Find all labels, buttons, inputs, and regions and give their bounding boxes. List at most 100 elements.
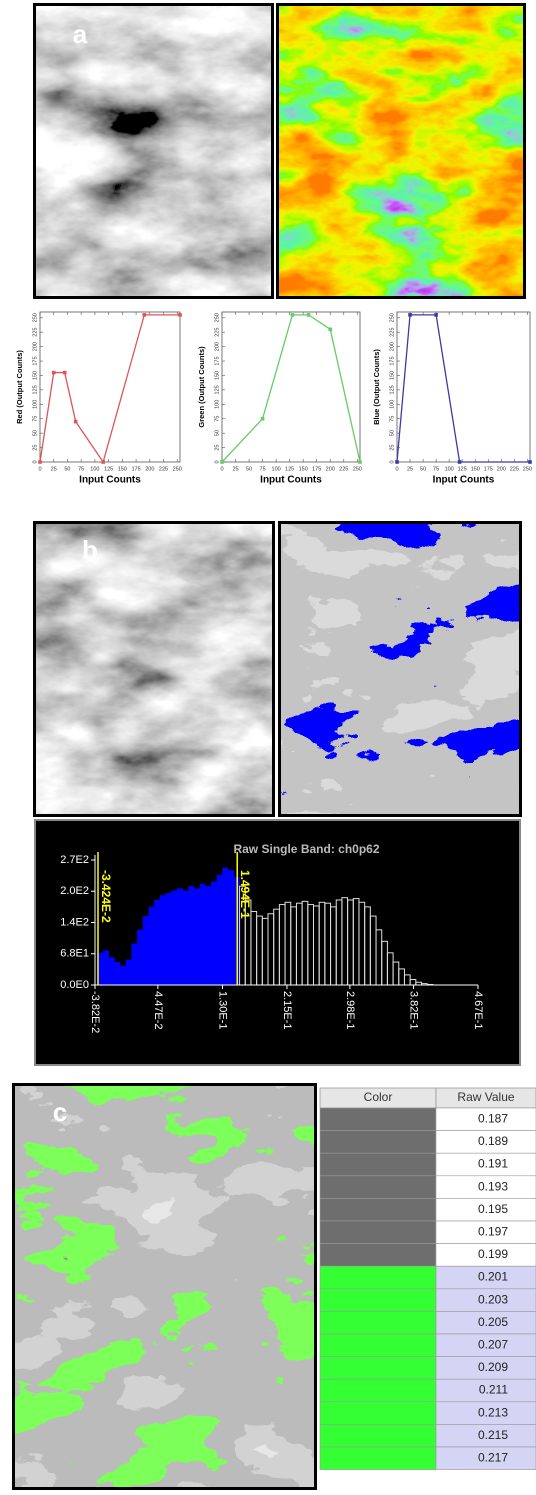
- x-tick-label: 25: [232, 466, 238, 472]
- y-tick-label: 175: [32, 356, 38, 365]
- y-tick-label: 250: [389, 313, 395, 322]
- histogram-bar: [149, 907, 155, 985]
- y-tick-label: 225: [389, 328, 395, 337]
- raw-value: 0.207: [478, 1337, 508, 1351]
- y-tick-label: 125: [32, 385, 38, 394]
- raw-value: 0.205: [478, 1315, 508, 1329]
- point: [101, 460, 105, 464]
- color-swatch: [320, 1176, 436, 1199]
- x-tick-label: 2.98E-1: [344, 991, 356, 1030]
- y-tick-label: 150: [214, 371, 220, 380]
- point: [261, 417, 265, 421]
- point: [74, 420, 78, 424]
- histogram-bar: [166, 893, 172, 985]
- y-tick-label: 150: [32, 371, 38, 380]
- x-tick-label: 150: [299, 466, 308, 472]
- y-tick-label: 50: [214, 430, 220, 436]
- point: [328, 328, 332, 332]
- histogram-bar: [223, 868, 229, 985]
- histogram-bar: [205, 886, 211, 985]
- histogram-bar: [217, 875, 223, 985]
- x-tick-label: 150: [471, 466, 480, 472]
- y-tick-label: 0: [389, 460, 395, 463]
- table-header: Raw Value: [457, 1090, 514, 1104]
- x-axis-label: Input Counts: [433, 475, 495, 486]
- x-tick-label: 50: [420, 466, 426, 472]
- y-tick-label: 250: [32, 313, 38, 322]
- color-swatch: [320, 1334, 436, 1357]
- y-tick-label: 225: [214, 328, 220, 337]
- x-tick-label: 225: [159, 466, 168, 472]
- x-tick-label: 250: [353, 466, 362, 472]
- figure: a b c 0255075100125150175200225250025507…: [0, 0, 536, 1495]
- point: [220, 460, 224, 464]
- y-tick-label: 100: [214, 400, 220, 409]
- threshold-label: 1.494E-1: [238, 870, 252, 919]
- histogram-bar: [143, 916, 149, 985]
- y-tick-label: 75: [389, 416, 395, 422]
- raw-value: 0.213: [478, 1405, 508, 1419]
- histogram-bar: [177, 888, 183, 985]
- x-tick-label: 125: [104, 466, 113, 472]
- y-tick-label: 200: [32, 342, 38, 351]
- raw-value: 0.201: [478, 1270, 508, 1284]
- x-tick-label: 175: [312, 466, 321, 472]
- point: [307, 313, 311, 317]
- masked-image: [281, 524, 519, 814]
- x-tick-label: 75: [78, 466, 84, 472]
- plot-frame: [397, 312, 530, 462]
- x-tick-label: 25: [51, 466, 57, 472]
- y-tick-label: 125: [214, 385, 220, 394]
- point: [408, 313, 412, 317]
- y-tick-label: 2.0E2: [60, 885, 89, 897]
- y-tick-label: 0.0E0: [60, 979, 89, 991]
- y-tick-label: 25: [32, 445, 38, 451]
- raw-value: 0.215: [478, 1428, 508, 1442]
- point: [395, 460, 399, 464]
- color-swatch: [320, 1311, 436, 1334]
- page: {"panel_labels": ["a", "b", "c"], "chart…: [0, 0, 536, 1495]
- y-tick-label: 200: [214, 342, 220, 351]
- point: [291, 313, 295, 317]
- point: [38, 460, 42, 464]
- histogram-bar: [188, 886, 194, 985]
- histogram-bar: [126, 960, 132, 985]
- x-tick-label: 125: [285, 466, 294, 472]
- x-tick-label: 0: [395, 466, 398, 472]
- x-tick-label: 50: [246, 466, 252, 472]
- histogram-bar: [114, 962, 120, 985]
- y-axis-label: Red (Output Counts): [15, 350, 24, 424]
- threshold-label: -3.424E-2: [99, 870, 113, 923]
- x-tick-label: 25: [407, 466, 413, 472]
- y-tick-label: 75: [32, 416, 38, 422]
- y-tick-label: 2.7E2: [60, 854, 89, 866]
- histogram-bar: [132, 944, 138, 985]
- x-tick-label: 100: [90, 466, 99, 472]
- color-swatch: [320, 1424, 436, 1447]
- x-tick-label: 175: [484, 466, 493, 472]
- table-header: Color: [364, 1090, 393, 1104]
- raw-value: 0.209: [478, 1360, 508, 1374]
- histogram-bar: [211, 882, 217, 985]
- raw-value: 0.197: [478, 1224, 508, 1238]
- y-tick-label: 175: [389, 356, 395, 365]
- x-tick-label: 75: [433, 466, 439, 472]
- point: [52, 371, 56, 375]
- x-tick-label: 175: [131, 466, 140, 472]
- x-axis-label: Input Counts: [79, 475, 141, 486]
- y-tick-label: 75: [214, 416, 220, 422]
- x-tick-label: 0: [38, 466, 41, 472]
- x-tick-label: 100: [272, 466, 281, 472]
- color-swatch: [320, 1402, 436, 1425]
- color-swatch: [320, 1221, 436, 1244]
- histogram-bar: [137, 930, 143, 985]
- histogram-bar: [154, 900, 160, 985]
- x-tick-label: 200: [145, 466, 154, 472]
- raw-value: 0.203: [478, 1292, 508, 1306]
- raw-value: 0.187: [478, 1111, 508, 1125]
- y-tick-label: 50: [389, 430, 395, 436]
- y-tick-label: 1.4E2: [60, 916, 89, 928]
- color-swatch: [320, 1131, 436, 1154]
- x-axis-label: Input Counts: [260, 475, 322, 486]
- y-axis-label: Green (Output Counts): [197, 346, 206, 428]
